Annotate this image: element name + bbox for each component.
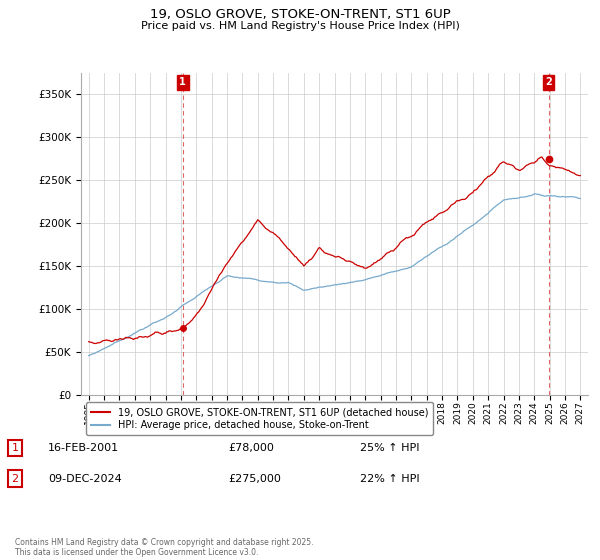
Text: £78,000: £78,000 [228, 443, 274, 453]
Text: Contains HM Land Registry data © Crown copyright and database right 2025.
This d: Contains HM Land Registry data © Crown c… [15, 538, 314, 557]
Text: 1: 1 [179, 77, 186, 87]
Legend: 19, OSLO GROVE, STOKE-ON-TRENT, ST1 6UP (detached house), HPI: Average price, de: 19, OSLO GROVE, STOKE-ON-TRENT, ST1 6UP … [86, 403, 433, 435]
Text: 16-FEB-2001: 16-FEB-2001 [48, 443, 119, 453]
Text: Price paid vs. HM Land Registry's House Price Index (HPI): Price paid vs. HM Land Registry's House … [140, 21, 460, 31]
Text: 1: 1 [11, 443, 19, 453]
Text: 22% ↑ HPI: 22% ↑ HPI [360, 474, 419, 484]
Text: 09-DEC-2024: 09-DEC-2024 [48, 474, 122, 484]
Text: £275,000: £275,000 [228, 474, 281, 484]
Text: 25% ↑ HPI: 25% ↑ HPI [360, 443, 419, 453]
Text: 2: 2 [545, 77, 552, 87]
Text: 19, OSLO GROVE, STOKE-ON-TRENT, ST1 6UP: 19, OSLO GROVE, STOKE-ON-TRENT, ST1 6UP [149, 8, 451, 21]
Text: 2: 2 [11, 474, 19, 484]
